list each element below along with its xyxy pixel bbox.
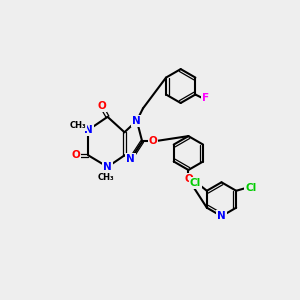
Text: O: O <box>72 150 80 160</box>
Text: F: F <box>202 93 209 103</box>
Text: N: N <box>126 154 135 164</box>
Text: N: N <box>217 211 226 221</box>
Text: O: O <box>148 136 158 146</box>
Text: CH₃: CH₃ <box>69 121 86 130</box>
Text: CH₃: CH₃ <box>98 173 114 182</box>
Text: O: O <box>97 101 106 111</box>
Text: Cl: Cl <box>190 178 201 188</box>
Text: N: N <box>132 116 141 126</box>
Text: N: N <box>103 162 112 172</box>
Text: Cl: Cl <box>245 183 256 193</box>
Text: N: N <box>84 125 93 135</box>
Text: O: O <box>184 174 193 184</box>
